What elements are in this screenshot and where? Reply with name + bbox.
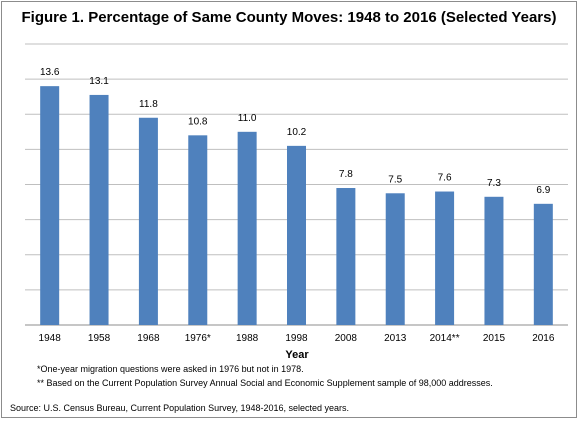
data-label: 6.9	[536, 185, 550, 196]
data-label: 7.6	[438, 173, 452, 184]
footnote-2: ** Based on the Current Population Surve…	[37, 378, 493, 388]
bar	[484, 196, 504, 325]
x-tick-label: 2015	[483, 333, 506, 344]
x-tick-label: 1976*	[185, 333, 211, 344]
x-tick-labels: 1948 1958 1968 1976* 1988 1998 2008 2013 2014** 2…	[39, 333, 555, 344]
data-label: 7.8	[339, 169, 353, 180]
bar	[287, 145, 306, 325]
x-tick-label: 2014**	[430, 333, 460, 344]
data-label: 13.1	[89, 76, 109, 87]
bar	[138, 117, 158, 325]
bar	[385, 193, 405, 325]
data-label: 7.5	[388, 174, 402, 185]
footnote-1: *One-year migration questions were asked…	[37, 364, 304, 374]
x-tick-label: 2013	[384, 333, 407, 344]
bar	[336, 188, 356, 325]
bar	[188, 135, 208, 325]
data-label: 7.3	[487, 178, 501, 189]
bars	[40, 86, 553, 326]
x-tick-label: 1948	[39, 333, 62, 344]
x-axis-label: Year	[285, 349, 309, 361]
x-tick-label: 1998	[285, 333, 308, 344]
x-tick-label: 1958	[88, 333, 111, 344]
bar	[533, 203, 553, 325]
bar	[435, 191, 455, 325]
data-label: 13.6	[40, 67, 60, 78]
data-label: 10.8	[188, 116, 208, 127]
x-tick-label: 2008	[335, 333, 358, 344]
data-label: 11.0	[238, 113, 257, 124]
data-labels: 13.6 13.1 11.8 10.8 11.0 10.2 7.8 7.5 7.6 7.3 6.9	[40, 67, 551, 196]
data-label: 11.8	[139, 99, 158, 110]
bar	[237, 131, 257, 325]
x-tick-label: 2016	[532, 333, 555, 344]
bar	[89, 94, 109, 326]
x-tick-label: 1968	[137, 333, 160, 344]
data-label: 10.2	[287, 127, 307, 138]
source-note: Source: U.S. Census Bureau, Current Popu…	[10, 403, 350, 413]
chart-title: Figure 1. Percentage of Same County Move…	[21, 9, 557, 26]
x-tick-label: 1988	[236, 333, 259, 344]
bar	[40, 86, 60, 326]
